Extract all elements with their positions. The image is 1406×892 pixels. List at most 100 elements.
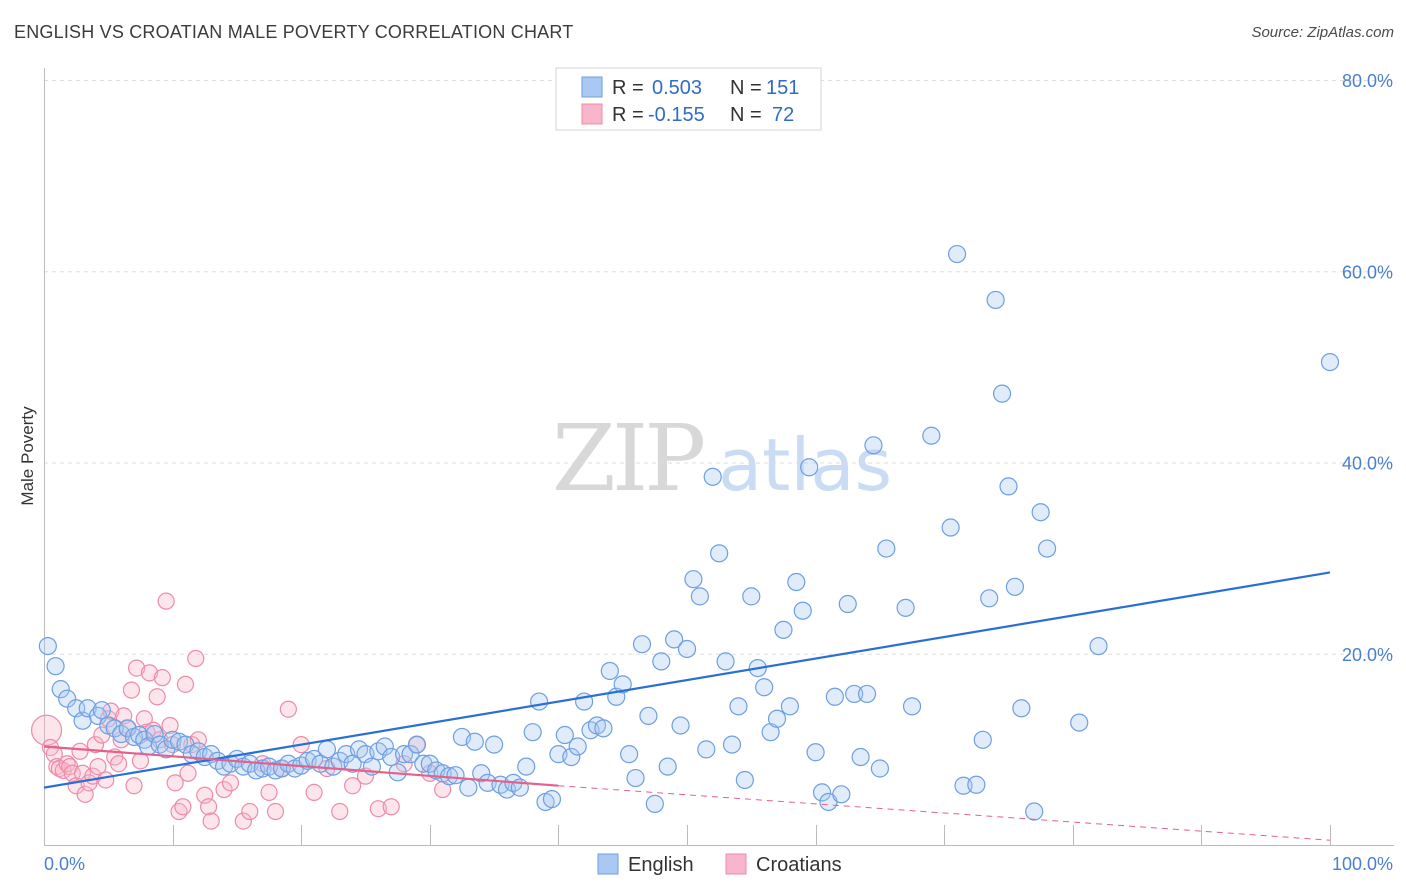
english-point [1089, 636, 1108, 656]
croatians-point [140, 664, 159, 682]
english-point [973, 730, 992, 749]
chart-title: ENGLISH VS CROATIAN MALE POVERTY CORRELA… [14, 22, 574, 42]
croatians-point [58, 755, 76, 773]
croatians-point [234, 812, 252, 830]
english-point [697, 740, 716, 759]
english-point [800, 458, 819, 477]
croatians-point [215, 780, 233, 799]
english-point [1070, 713, 1089, 732]
croatians-point [148, 688, 166, 706]
croatians-point [260, 783, 278, 802]
english-point [645, 794, 664, 813]
english-point [845, 684, 864, 704]
croatians-legend-label: Croatians [756, 854, 842, 876]
croatians-point [241, 802, 259, 821]
english-point [742, 587, 761, 606]
english-point [716, 652, 735, 671]
croatians-r-label: R = [612, 104, 644, 126]
english-trend-line [43, 571, 1331, 789]
english-r-value: 0.503 [652, 77, 702, 99]
english-point [967, 775, 986, 794]
english-point [92, 701, 111, 720]
english-point [639, 706, 658, 726]
croatians-point [305, 783, 323, 802]
svg-text:-0.155: -0.155 [648, 104, 705, 126]
english-point [620, 745, 639, 764]
english-point [401, 745, 420, 764]
english-n-label: N = [730, 77, 762, 99]
svg-text:0.503: 0.503 [652, 77, 702, 99]
english-point [420, 754, 439, 773]
croatians-point [161, 716, 179, 735]
english-point [555, 725, 574, 745]
english-legend-swatch [597, 853, 619, 875]
english-point [877, 539, 896, 558]
english-point [684, 570, 703, 589]
y-tick-label: 40.0% [1342, 454, 1393, 474]
english-swatch [581, 76, 603, 98]
english-legend-label: English [628, 854, 694, 876]
y-tick-label: 20.0% [1342, 645, 1393, 665]
croatians-point [200, 798, 218, 816]
english-point [568, 737, 587, 756]
english-point [864, 436, 883, 455]
english-point [459, 778, 478, 797]
english-point [523, 723, 542, 742]
english-r-label: R = [612, 77, 644, 99]
english-point [722, 735, 742, 754]
english-point [857, 684, 877, 704]
croatians-point [127, 659, 146, 677]
watermark: ZIP atlas [552, 405, 892, 512]
english-point [530, 692, 549, 711]
croatians-point [369, 800, 387, 818]
english-point [806, 743, 825, 762]
english-point [394, 745, 414, 764]
svg-text:R =: R = [612, 77, 644, 99]
croatians-n-label: N = [730, 104, 762, 126]
english-point [632, 635, 652, 654]
english-point [787, 572, 806, 592]
english-point [1025, 802, 1044, 821]
croatians-point [382, 798, 400, 816]
english-point [46, 657, 65, 676]
series-legend: English Croatians [597, 853, 842, 876]
english-point [980, 589, 999, 608]
english-point [600, 661, 619, 681]
english-point [1012, 699, 1031, 718]
english-point [446, 766, 465, 785]
english-point [658, 757, 677, 776]
english-point [755, 678, 774, 697]
english-point [793, 601, 812, 620]
croatians-point [71, 742, 89, 760]
english-point [465, 732, 484, 751]
english-point [38, 636, 57, 656]
croatians-point [135, 710, 153, 728]
croatians-point [174, 798, 192, 816]
english-point [954, 776, 973, 795]
english-n-value: 151 [766, 77, 799, 99]
grid [44, 80, 1394, 655]
english-point [774, 620, 793, 639]
croatians-point [166, 774, 184, 792]
english-point [665, 630, 684, 649]
croatians-point [122, 681, 141, 699]
croatians-point [89, 757, 107, 776]
trend-lines [43, 571, 1331, 841]
english-point [472, 764, 491, 783]
english-point [1005, 577, 1025, 596]
english-point [870, 759, 890, 778]
croatians-point [179, 764, 197, 782]
croatians-point [221, 774, 240, 792]
y-tick-labels: 20.0% 40.0% 60.0% 80.0% [1342, 71, 1393, 665]
english-point [542, 789, 562, 809]
croatians-trend-line [43, 745, 559, 787]
croatians-point [157, 592, 175, 610]
english-point [812, 783, 832, 802]
croatians-n-value: 72 [772, 104, 794, 126]
english-point [902, 697, 922, 716]
english-point [896, 598, 915, 617]
croatians-swatch [581, 103, 603, 125]
croatians-point [109, 755, 128, 773]
english-point [690, 587, 709, 606]
